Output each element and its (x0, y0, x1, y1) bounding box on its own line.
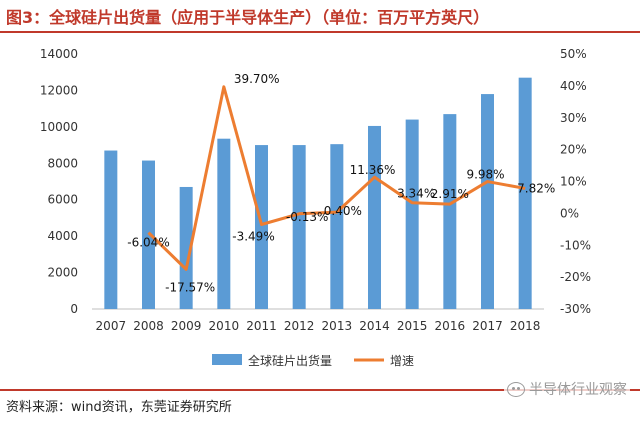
y-right-tick-label: 0% (560, 206, 579, 220)
growth-data-label: -3.49% (232, 229, 274, 243)
growth-data-label: 39.70% (234, 72, 280, 86)
growth-data-label: 9.98% (466, 168, 504, 182)
bar (179, 186, 193, 309)
x-tick-label: 2016 (435, 319, 466, 333)
bar (481, 94, 494, 309)
bar (292, 145, 306, 309)
y-left-tick-label: 8000 (47, 156, 78, 170)
growth-data-label: 7.82% (517, 181, 555, 195)
source-note: 资料来源：wind资讯，东莞证券研究所 (6, 400, 232, 415)
y-right-tick-label: -10% (560, 238, 591, 252)
y-left-tick-label: 12000 (40, 83, 78, 97)
y-right-tick-label: 50% (560, 47, 587, 61)
growth-data-label: 2.91% (431, 187, 469, 201)
bar (142, 160, 155, 309)
chart-area: 0 2000 4000 6000 8000 10000 12000 14000 -30% -20%… (40, 47, 591, 368)
growth-data-label: 11.36% (350, 163, 396, 177)
x-tick-label: 2017 (472, 319, 503, 333)
x-tick-label: 2010 (209, 319, 240, 333)
growth-line (147, 85, 526, 271)
bar (255, 145, 268, 309)
source-divider (0, 389, 640, 391)
chart-title: 图3：全球硅片出货量（应用于半导体生产）（单位：百万平方英尺） (6, 8, 490, 27)
bar (518, 77, 532, 309)
legend-label-line: 增速 (390, 354, 414, 368)
y-right-tick-label: 20% (560, 143, 587, 157)
y-left-tick-label: 4000 (47, 229, 78, 243)
y-right-tick-label: 10% (560, 175, 587, 189)
bar (217, 138, 231, 309)
y-left-tick-label: 0 (70, 302, 78, 316)
y-left-tick-label: 10000 (40, 120, 78, 134)
bar (368, 125, 381, 309)
y-left-tick-label: 2000 (47, 266, 78, 280)
x-tick-label: 2009 (171, 319, 202, 333)
wechat-icon (507, 381, 525, 397)
x-tick-label: 2012 (284, 319, 315, 333)
legend-swatch-bars (212, 354, 242, 365)
growth-data-label: -6.04% (127, 236, 169, 250)
growth-data-label: 3.34% (397, 187, 435, 201)
growth-data-label: -0.13% (286, 210, 328, 224)
y-right-tick-label: -20% (560, 270, 591, 284)
bar (443, 114, 457, 309)
bar (104, 150, 118, 309)
y-left-tick-label: 6000 (47, 193, 78, 207)
legend-label-bars: 全球硅片出货量 (248, 353, 332, 368)
bar (405, 119, 419, 309)
x-tick-label: 2008 (133, 319, 164, 333)
x-tick-label: 2018 (510, 319, 541, 333)
x-tick-label: 2007 (96, 319, 127, 333)
x-tick-label: 2011 (246, 319, 277, 333)
x-tick-label: 2013 (322, 319, 353, 333)
growth-data-label: -17.57% (165, 280, 215, 294)
y-right-tick-label: -30% (560, 302, 591, 316)
bar (330, 144, 344, 309)
y-left-tick-label: 14000 (40, 47, 78, 61)
y-right-tick-label: 40% (560, 79, 587, 93)
x-tick-label: 2014 (359, 319, 390, 333)
y-right-tick-label: 30% (560, 111, 587, 125)
growth-data-label: 0.40% (324, 204, 362, 218)
watermark: 半导体行业观察 (504, 379, 630, 399)
watermark-text: 半导体行业观察 (529, 382, 627, 398)
x-tick-label: 2015 (397, 319, 428, 333)
title-divider (0, 31, 640, 33)
